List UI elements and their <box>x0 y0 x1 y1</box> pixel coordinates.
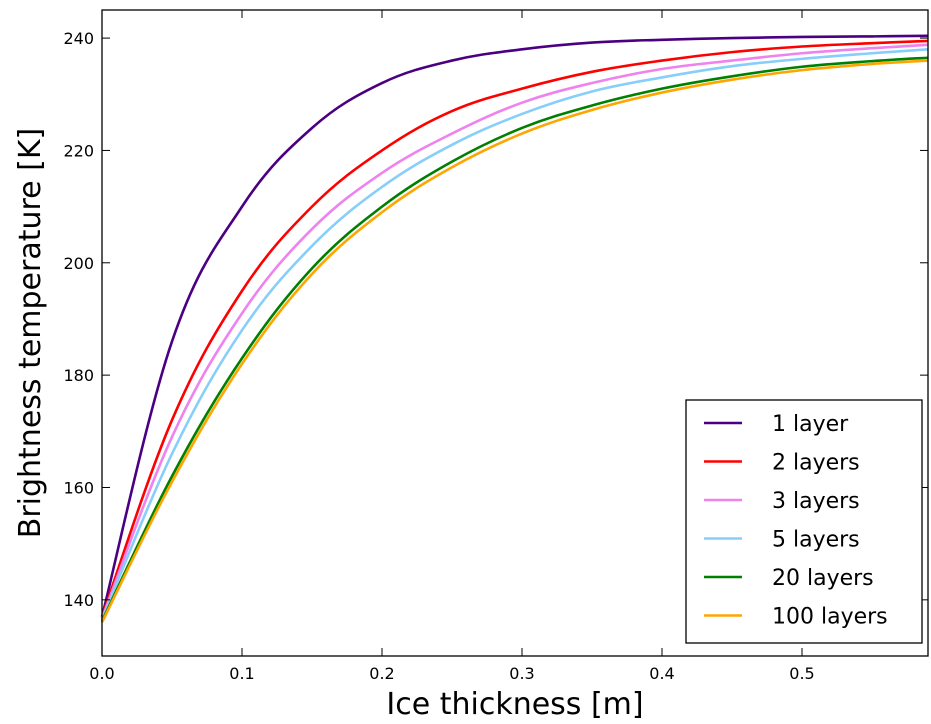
y-tick-label: 200 <box>63 254 94 273</box>
x-tick-label: 0.2 <box>369 664 394 683</box>
x-tick-label: 0.5 <box>789 664 814 683</box>
y-tick-label: 140 <box>63 591 94 610</box>
series-line-5 <box>100 56 929 622</box>
x-tick-label: 0.1 <box>229 664 254 683</box>
x-tick-label: 0.3 <box>509 664 534 683</box>
legend: 1 layer 2 layers 3 layers 5 layers 20 layers… <box>685 399 923 644</box>
series-line-1 <box>100 34 929 617</box>
x-tick-label: 0.0 <box>89 664 114 683</box>
y-tick-label: 220 <box>63 141 94 160</box>
legend-label: 1 layer <box>772 412 849 437</box>
series-line-6 <box>100 59 929 623</box>
series-line-3 <box>100 43 929 619</box>
legend-label: 2 layers <box>772 451 860 476</box>
legend-label: 5 layers <box>772 528 860 553</box>
legend-label: 100 layers <box>772 605 888 630</box>
x-axis-ticks: 0.0 0.1 0.2 0.3 0.4 0.5 <box>89 10 815 683</box>
legend-label: 3 layers <box>772 489 860 514</box>
x-tick-label: 0.4 <box>649 664 674 683</box>
y-tick-label: 240 <box>63 29 94 48</box>
y-axis-title: Brightness temperature [K] <box>13 128 48 539</box>
legend-label: 20 layers <box>772 566 874 591</box>
series-line-2 <box>100 39 929 618</box>
y-tick-label: 160 <box>63 478 94 497</box>
plot-lines <box>100 34 929 623</box>
y-tick-label: 180 <box>63 366 94 385</box>
y-axis-ticks: 140 160 180 200 220 240 <box>63 29 928 610</box>
plot-frame <box>101 9 929 657</box>
series-line-4 <box>100 48 929 620</box>
legend-box <box>685 399 923 644</box>
x-axis-title: Ice thickness [m] <box>386 687 643 722</box>
